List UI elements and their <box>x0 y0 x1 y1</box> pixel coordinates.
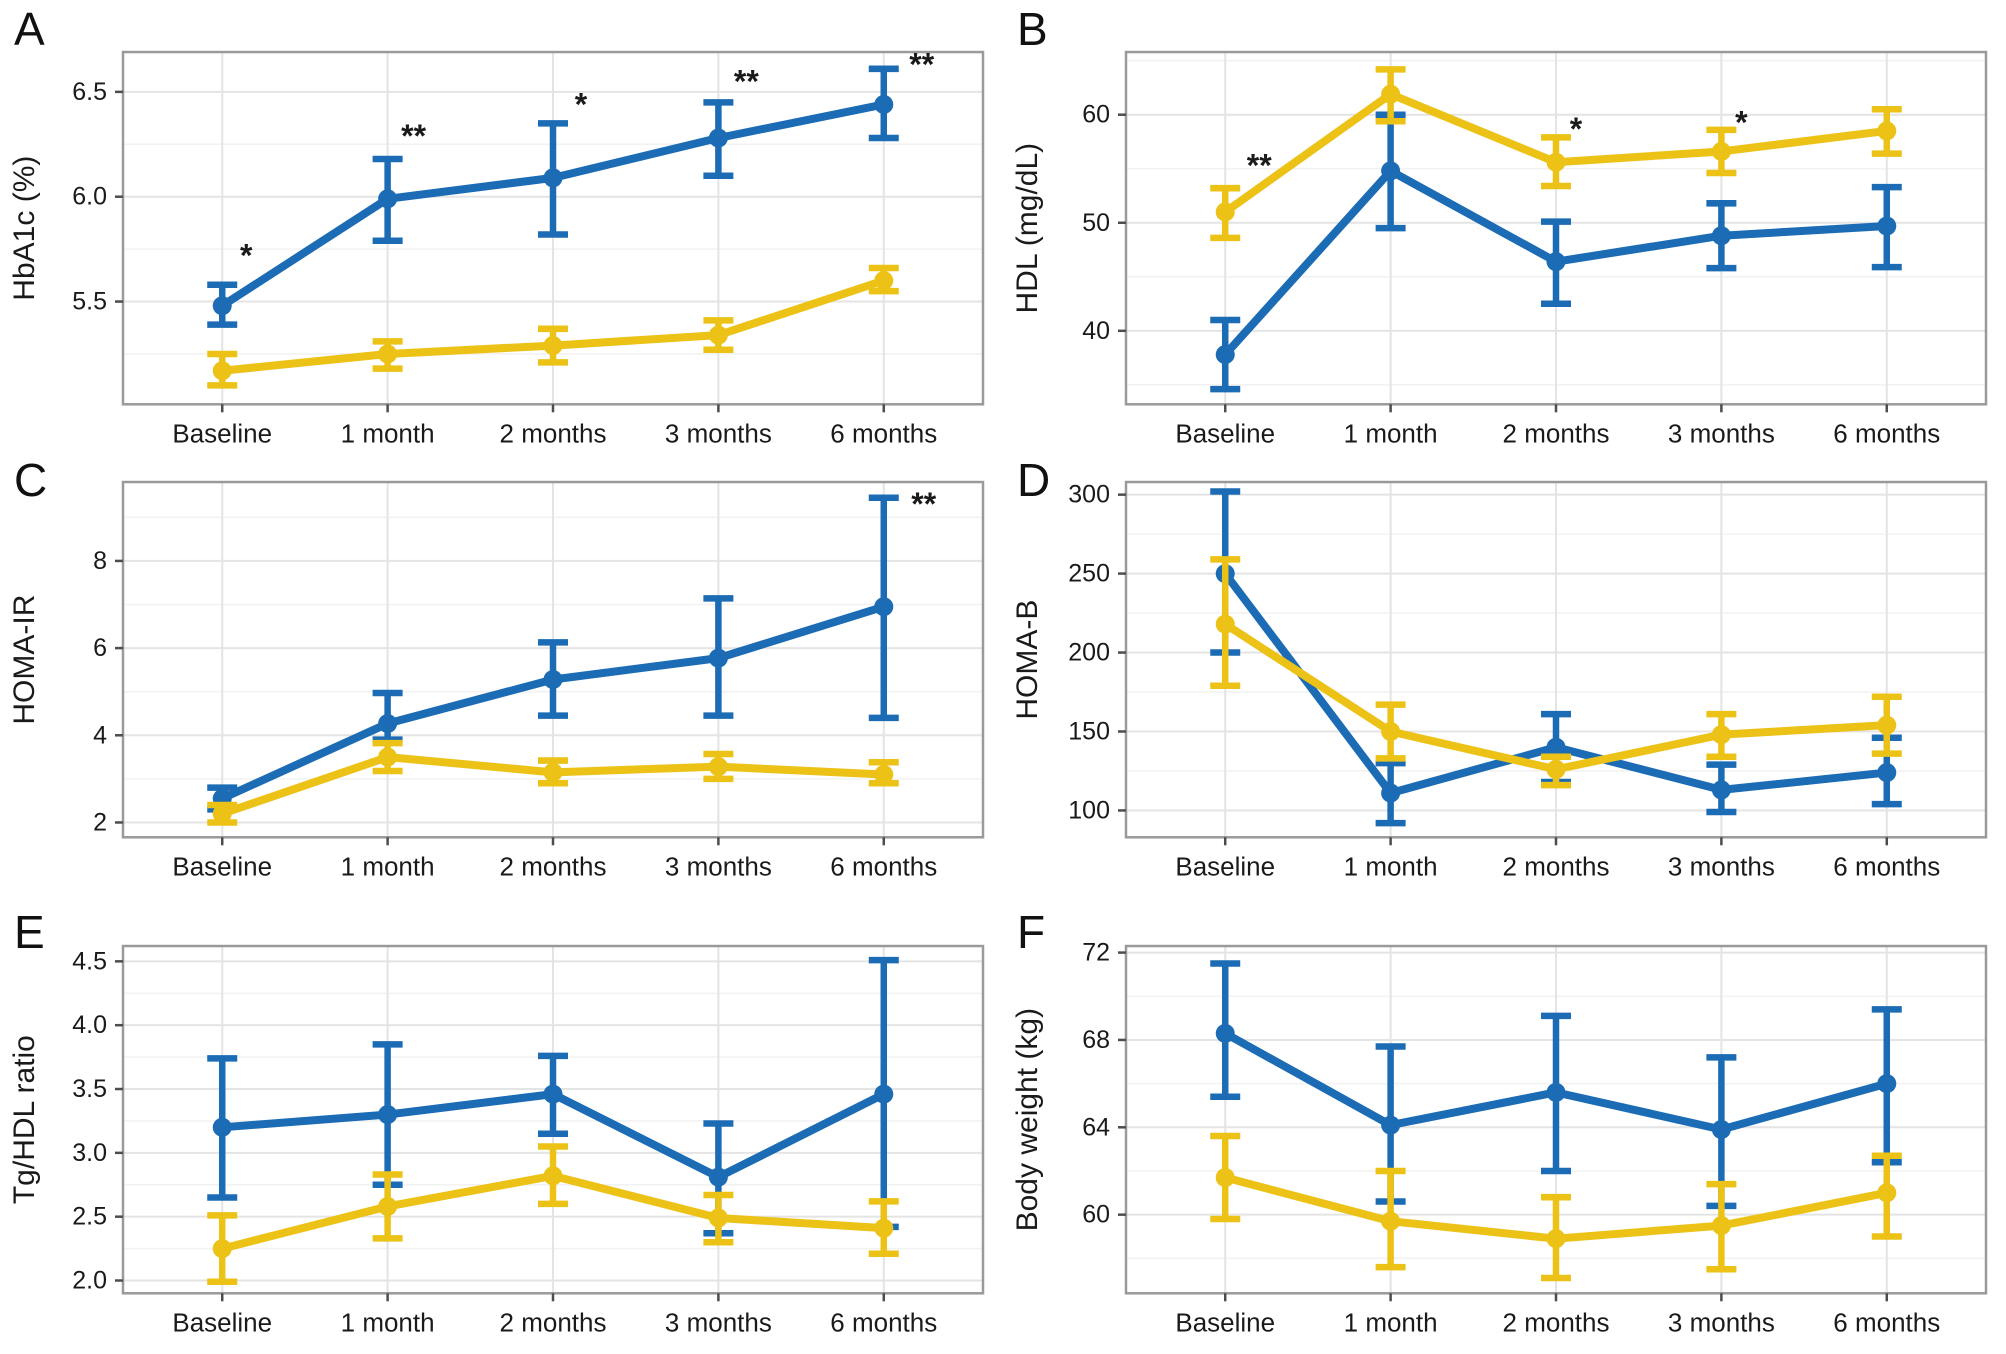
svg-text:6 months: 6 months <box>830 852 937 882</box>
svg-text:3.5: 3.5 <box>72 1075 107 1103</box>
svg-text:3.0: 3.0 <box>72 1139 107 1167</box>
svg-text:2 months: 2 months <box>1503 852 1610 882</box>
panel-f-letter: F <box>1017 905 1047 958</box>
svg-text:4.0: 4.0 <box>72 1011 107 1039</box>
svg-text:2 months: 2 months <box>500 1307 607 1337</box>
svg-text:1 month: 1 month <box>341 418 435 448</box>
svg-text:3 months: 3 months <box>665 418 772 448</box>
svg-text:6.0: 6.0 <box>72 183 107 211</box>
svg-text:1 month: 1 month <box>1344 852 1438 882</box>
svg-text:HDL (mg/dL): HDL (mg/dL) <box>1011 143 1044 314</box>
svg-text:2.0: 2.0 <box>72 1266 107 1294</box>
svg-text:**: ** <box>401 118 426 154</box>
panel-b-letter: B <box>1017 3 1049 55</box>
svg-text:4.5: 4.5 <box>72 947 107 975</box>
svg-text:60: 60 <box>1082 1200 1110 1228</box>
svg-text:6 months: 6 months <box>1833 418 1940 448</box>
svg-text:2 months: 2 months <box>500 418 607 448</box>
svg-text:HOMA-B: HOMA-B <box>1011 600 1044 720</box>
svg-text:4: 4 <box>93 722 107 750</box>
svg-text:72: 72 <box>1082 938 1110 966</box>
panel-e-letter: E <box>14 905 46 958</box>
svg-text:HbA1c (%): HbA1c (%) <box>8 156 41 301</box>
svg-text:Baseline: Baseline <box>172 1307 272 1337</box>
svg-text:1 month: 1 month <box>341 852 435 882</box>
svg-text:Baseline: Baseline <box>1175 852 1275 882</box>
svg-text:**: ** <box>911 487 936 523</box>
svg-text:*: * <box>240 237 253 273</box>
svg-text:1 month: 1 month <box>1344 1307 1438 1337</box>
svg-text:6: 6 <box>93 634 107 662</box>
panel-b-chart: 40 50 60 Baseline 1 month 2 months 3 months 6 m… <box>1011 50 1988 448</box>
panel-f: F 60 64 68 72 Baseline 1 month 2 months 3 month… <box>1003 903 2006 1354</box>
svg-text:300: 300 <box>1068 481 1110 509</box>
panel-d-letter: D <box>1017 454 1052 507</box>
svg-text:2: 2 <box>93 809 107 837</box>
svg-text:Body weight (kg): Body weight (kg) <box>1011 1008 1044 1232</box>
svg-text:3 months: 3 months <box>665 1307 772 1337</box>
svg-text:250: 250 <box>1068 560 1110 588</box>
svg-text:Baseline: Baseline <box>172 418 272 448</box>
svg-text:**: ** <box>1247 147 1272 183</box>
svg-text:8: 8 <box>93 547 107 575</box>
panel-a-letter: A <box>14 3 46 55</box>
svg-text:200: 200 <box>1068 639 1110 667</box>
svg-text:100: 100 <box>1068 797 1110 825</box>
panel-a: A 5.5 6.0 6.5 Baseline 1 month 2 months 3 mont… <box>0 0 1003 451</box>
svg-text:2 months: 2 months <box>1503 1307 1610 1337</box>
svg-text:6 months: 6 months <box>1833 1307 1940 1337</box>
panel-a-chart: 5.5 6.0 6.5 Baseline 1 month 2 months 3 months… <box>8 47 985 448</box>
svg-text:3 months: 3 months <box>1668 418 1775 448</box>
svg-text:*: * <box>575 86 588 122</box>
svg-text:5.5: 5.5 <box>72 288 107 316</box>
svg-text:2 months: 2 months <box>500 852 607 882</box>
panel-e: E 2.0 2.5 3.0 3.5 4.0 4.5 Baseline 1 month 2 mon… <box>0 903 1003 1354</box>
panel-f-chart: 60 64 68 72 Baseline 1 month 2 months 3 months 6… <box>1011 938 1988 1337</box>
svg-text:HOMA-IR: HOMA-IR <box>8 595 41 725</box>
panel-c: C 2 4 6 8 Baseline 1 month 2 months 3 months 6 m… <box>0 451 1003 902</box>
svg-text:64: 64 <box>1082 1113 1110 1141</box>
svg-text:Tg/HDL ratio: Tg/HDL ratio <box>8 1035 41 1204</box>
svg-text:2.5: 2.5 <box>72 1202 107 1230</box>
svg-text:*: * <box>1735 104 1748 140</box>
panel-c-letter: C <box>14 454 49 507</box>
panel-b: B 40 50 60 Baseline 1 month 2 months 3 months 6… <box>1003 0 2006 451</box>
panel-c-chart: 2 4 6 8 Baseline 1 month 2 months 3 months 6 mon… <box>8 481 985 882</box>
svg-text:Baseline: Baseline <box>172 852 272 882</box>
svg-text:60: 60 <box>1082 101 1110 129</box>
svg-text:68: 68 <box>1082 1026 1110 1054</box>
svg-text:40: 40 <box>1082 317 1110 345</box>
svg-text:150: 150 <box>1068 718 1110 746</box>
svg-text:1 month: 1 month <box>1344 418 1438 448</box>
svg-text:3 months: 3 months <box>665 852 772 882</box>
svg-text:50: 50 <box>1082 209 1110 237</box>
svg-text:*: * <box>1570 111 1583 147</box>
svg-text:**: ** <box>734 63 759 99</box>
svg-text:6.5: 6.5 <box>72 78 107 106</box>
panel-d: D 100 150 200 250 300 Baseline 1 month 2 months… <box>1003 451 2006 902</box>
svg-text:3 months: 3 months <box>1668 1307 1775 1337</box>
svg-text:**: ** <box>909 47 934 83</box>
svg-text:1 month: 1 month <box>341 1307 435 1337</box>
svg-text:3 months: 3 months <box>1668 852 1775 882</box>
svg-text:Baseline: Baseline <box>1175 418 1275 448</box>
svg-text:Baseline: Baseline <box>1175 1307 1275 1337</box>
svg-text:6 months: 6 months <box>1833 852 1940 882</box>
svg-text:6 months: 6 months <box>830 1307 937 1337</box>
panel-e-chart: 2.0 2.5 3.0 3.5 4.0 4.5 Baseline 1 month 2 month… <box>8 944 985 1337</box>
svg-text:2 months: 2 months <box>1503 418 1610 448</box>
svg-text:6 months: 6 months <box>830 418 937 448</box>
panel-d-chart: 100 150 200 250 300 Baseline 1 month 2 months 3 … <box>1011 481 1988 882</box>
